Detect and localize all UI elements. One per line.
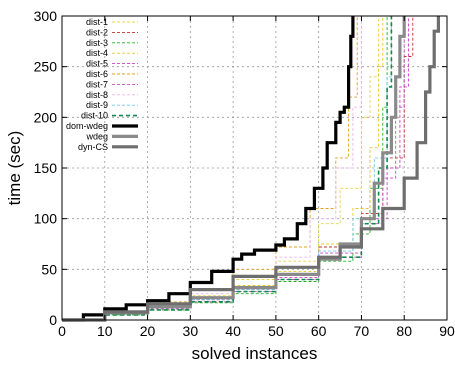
legend-label-dist-3: dist-3 [86, 38, 108, 48]
x-axis-label: solved instances [192, 344, 318, 363]
grid [62, 16, 447, 320]
legend: dist-1dist-2dist-3dist-4dist-5dist-6dist… [66, 17, 138, 152]
legend-label-dist-9: dist-9 [86, 100, 108, 110]
y-tick-label: 150 [34, 160, 58, 176]
series-line-dom-wdeg [62, 16, 355, 322]
y-axis-label: time (sec) [5, 131, 24, 206]
y-tick-label: 250 [34, 59, 58, 75]
legend-label-dist-10: dist-10 [81, 111, 108, 121]
x-tick-label: 30 [183, 323, 199, 339]
series-line-wdeg [62, 16, 406, 322]
series-line-dist-1 [62, 16, 380, 321]
series-lines [62, 16, 440, 322]
series-line-dist-7 [62, 16, 405, 321]
x-tick-label: 40 [225, 323, 241, 339]
legend-label-dist-5: dist-5 [86, 59, 108, 69]
x-tick-label: 90 [439, 323, 455, 339]
legend-label-dist-8: dist-8 [86, 90, 108, 100]
y-tick-label: 100 [34, 211, 58, 227]
axis-ticks: 0 10 20 30 40 50 60 70 80 90 0 50 100 150 200 250 300 [34, 8, 455, 339]
y-tick-label: 50 [41, 261, 57, 277]
legend-label-dom-wdeg: dom-wdeg [66, 121, 108, 131]
legend-label-dist-7: dist-7 [86, 79, 108, 89]
legend-label-dist-2: dist-2 [86, 27, 108, 37]
legend-label-dyn-CS: dyn-CS [78, 142, 108, 152]
x-tick-label: 60 [311, 323, 327, 339]
x-tick-label: 80 [396, 323, 412, 339]
y-tick-label: 0 [49, 312, 57, 328]
y-tick-label: 200 [34, 109, 58, 125]
x-tick-label: 0 [58, 323, 66, 339]
x-tick-label: 10 [97, 323, 113, 339]
x-tick-label: 50 [268, 323, 284, 339]
legend-label-dist-6: dist-6 [86, 69, 108, 79]
series-line-dyn-CS [62, 16, 440, 322]
legend-label-wdeg: wdeg [85, 131, 108, 141]
x-tick-label: 70 [354, 323, 370, 339]
x-tick-label: 20 [140, 323, 156, 339]
y-tick-label: 300 [34, 8, 58, 24]
plot-frame [61, 15, 448, 321]
legend-label-dist-4: dist-4 [86, 48, 108, 58]
legend-label-dist-1: dist-1 [86, 17, 108, 27]
